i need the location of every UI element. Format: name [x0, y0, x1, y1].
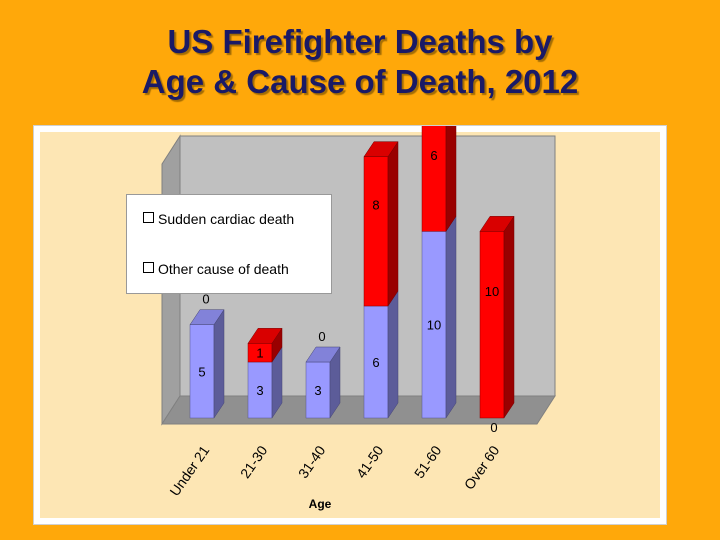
bar-other-1-front	[247, 361, 273, 419]
slide-title: US Firefighter Deaths by Age & Cause of …	[0, 22, 720, 102]
title-line-1: US Firefighter Deaths by	[167, 23, 553, 60]
data-label-cardiac-1: 1	[256, 346, 263, 361]
data-label-other-0: 5	[198, 364, 205, 379]
data-label-cardiac-2: 0	[318, 329, 325, 344]
bar-other-4-side	[445, 215, 457, 419]
bar-other-0-side	[213, 308, 225, 419]
data-label-cardiac-3: 8	[372, 197, 379, 212]
title-line-2: Age & Cause of Death, 2012	[141, 63, 579, 100]
data-label-cardiac-4: 6	[430, 148, 437, 163]
data-label-other-3: 6	[372, 355, 379, 370]
legend-item-other: Other cause of death	[143, 260, 289, 278]
x-axis-title: Age	[309, 497, 332, 511]
bar-cardiac-4-side	[445, 126, 457, 233]
bar-other-0-front	[189, 324, 215, 419]
legend-swatch-cardiac	[143, 212, 154, 223]
data-label-other-4: 10	[427, 318, 441, 333]
data-label-other-2: 3	[314, 383, 321, 398]
data-label-cardiac-0: 0	[202, 292, 209, 307]
bar-3-top	[363, 141, 399, 157]
bar-2-top	[305, 346, 341, 363]
legend-label-other: Other cause of death	[158, 261, 289, 277]
bar-cardiac-3-front	[363, 156, 389, 307]
data-label-other-1: 3	[256, 383, 263, 398]
data-label-other-5: 0	[490, 420, 497, 435]
bar-5-top	[479, 216, 515, 232]
chart-panel: 5 0 Under 21 3 1 21-30 3 0 31-40 6 8 41-50 10 6 51-60 0…	[33, 125, 667, 525]
bar-cardiac-5-front	[479, 231, 505, 419]
data-label-cardiac-5: 10	[485, 284, 499, 299]
bar-other-2-front	[305, 361, 331, 419]
bar-other-3-front	[363, 305, 389, 419]
legend-item-cardiac: Sudden cardiac death	[143, 210, 294, 228]
bar-0-top	[189, 309, 225, 325]
bar-cardiac-4-front	[421, 126, 447, 232]
bar-cardiac-5-side	[503, 215, 515, 419]
legend-label-cardiac: Sudden cardiac death	[158, 211, 295, 227]
bar-other-4-front	[421, 231, 447, 419]
bar-1-top	[247, 328, 283, 344]
legend-swatch-other	[143, 262, 154, 273]
chart-legend: Sudden cardiac death Other cause of deat…	[126, 194, 332, 294]
bar-cardiac-3-side	[387, 140, 399, 307]
bar-other-3-side	[387, 290, 399, 419]
